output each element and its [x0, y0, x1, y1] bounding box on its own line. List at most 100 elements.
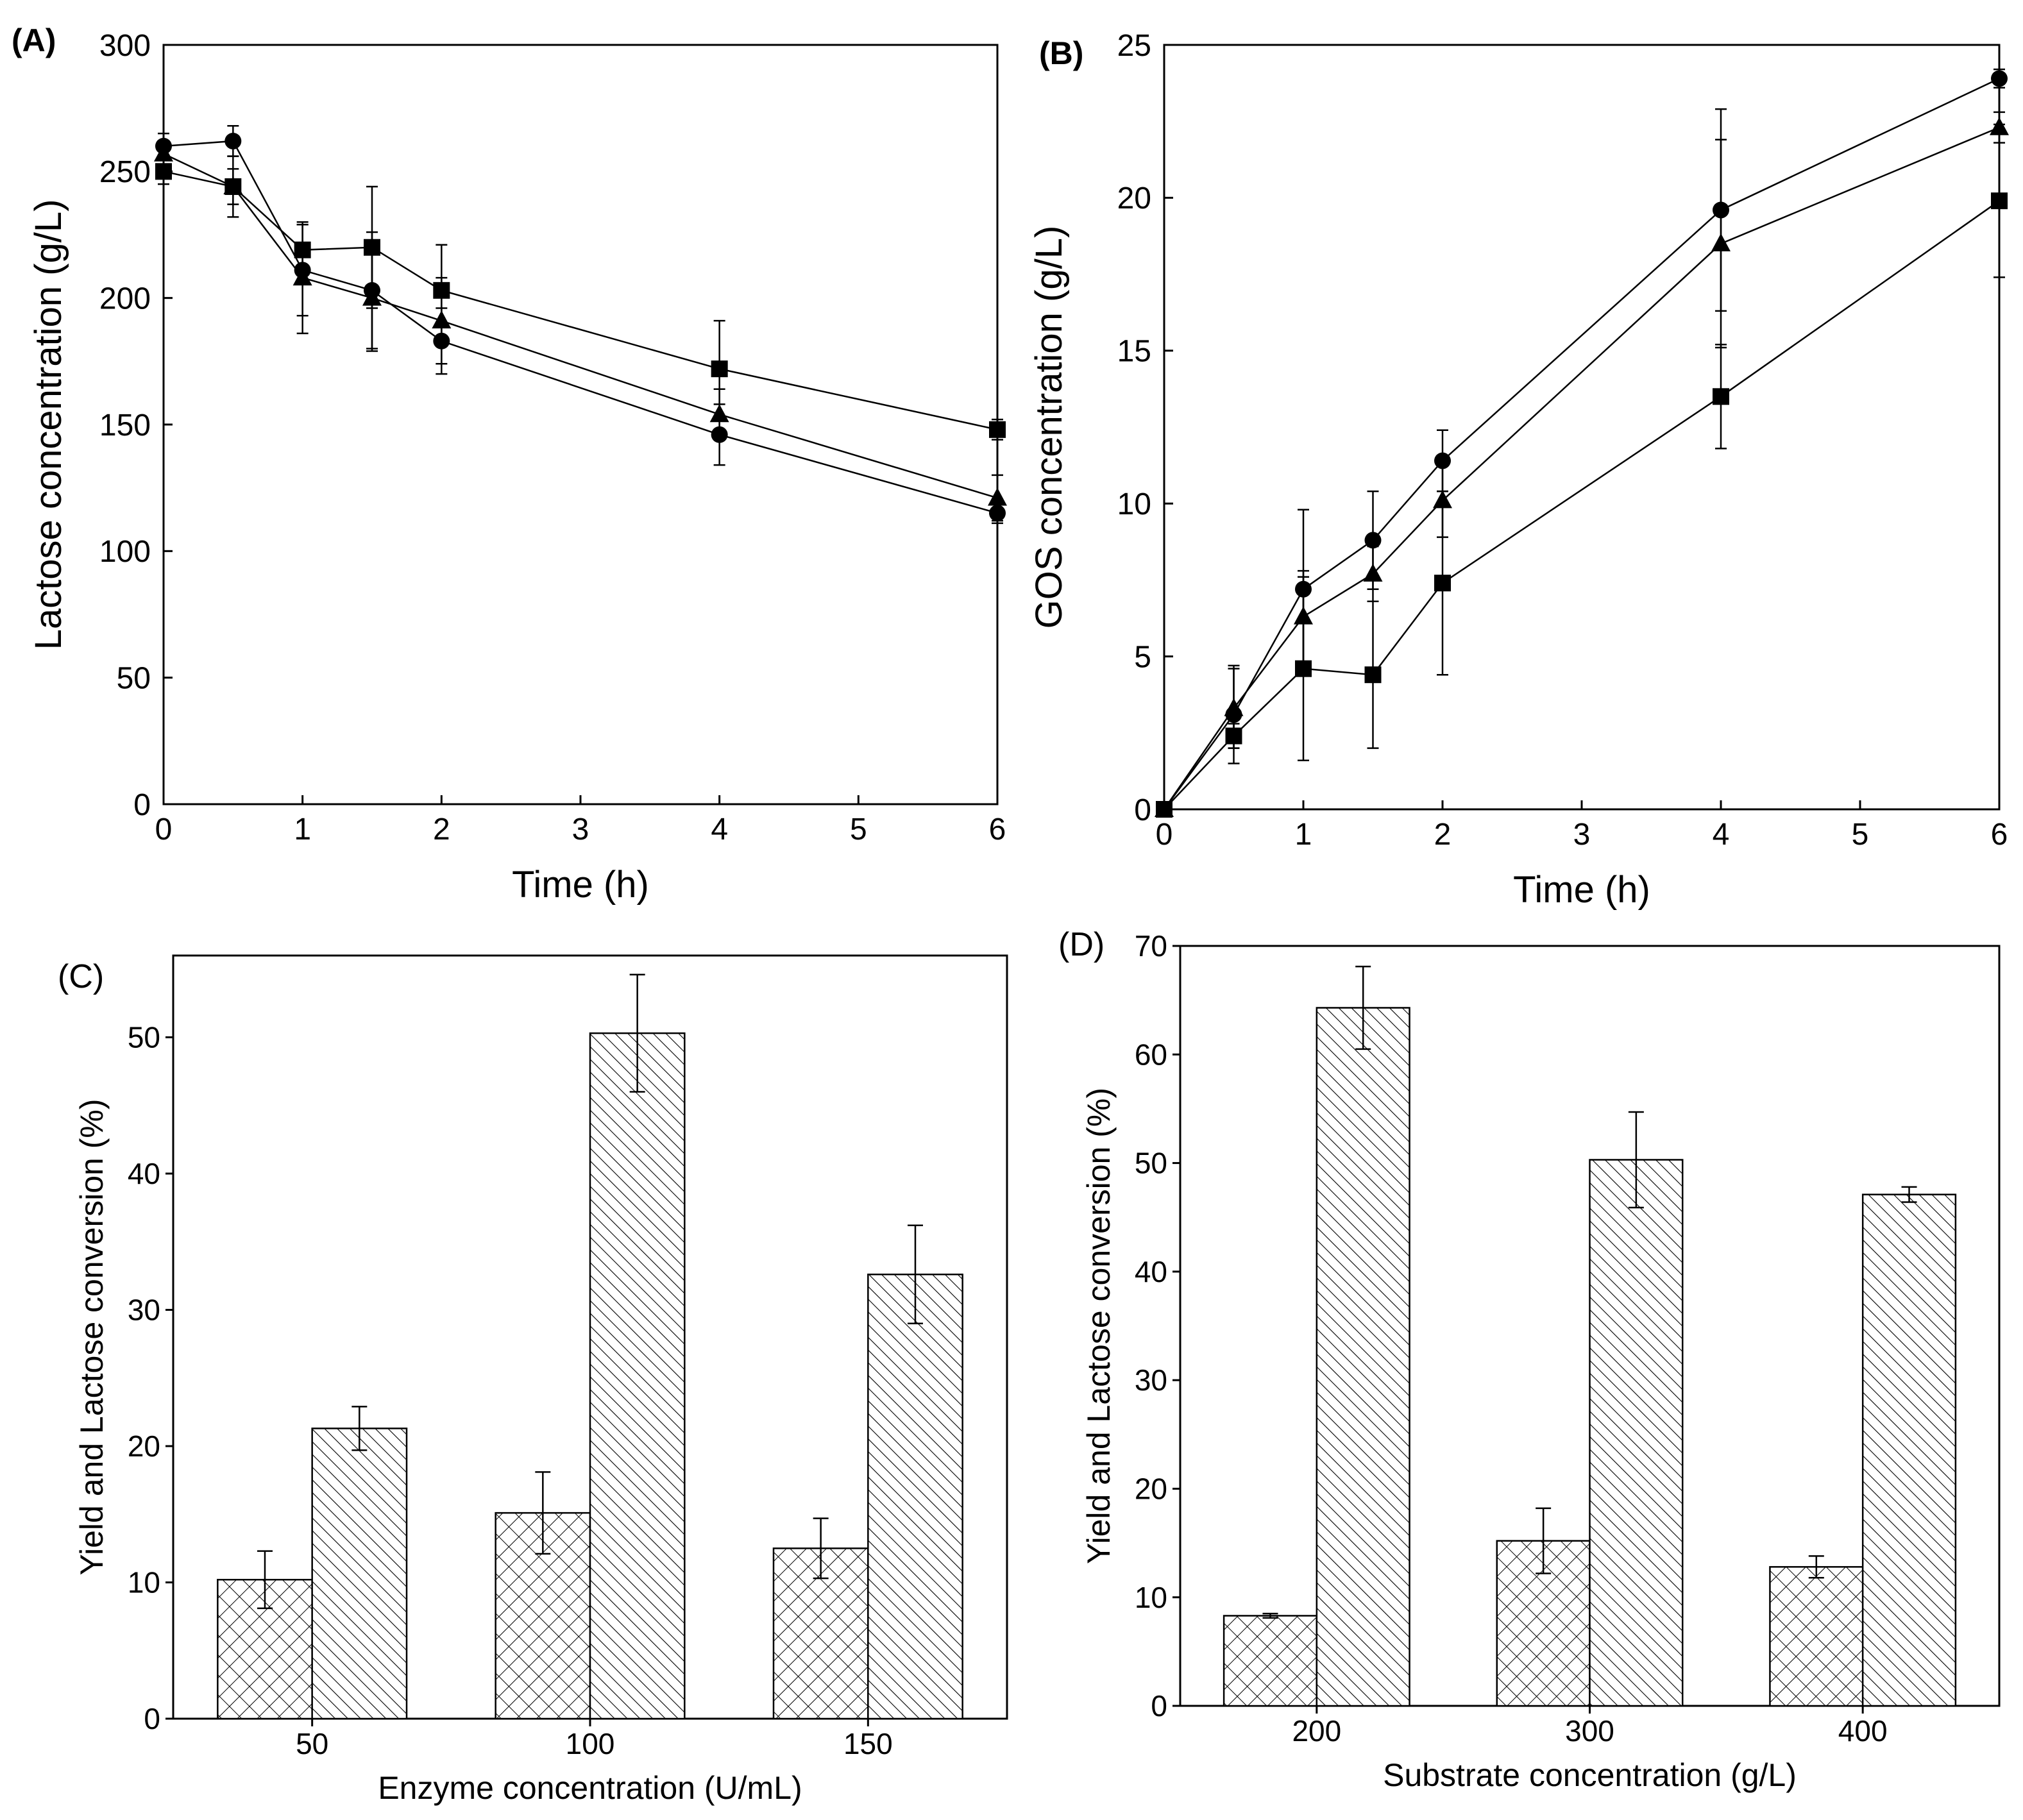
bar-diagonal — [1589, 1159, 1684, 1707]
y-tick-label: 30 — [128, 1293, 160, 1327]
data-point — [154, 143, 173, 162]
panel-label: (A) — [12, 22, 56, 58]
y-tick-label: 40 — [128, 1157, 160, 1190]
x-tick-label: 4 — [711, 813, 728, 847]
data-point — [1294, 606, 1313, 625]
x-tick-label: 5 — [850, 813, 867, 847]
x-tick-label: 5 — [1852, 818, 1869, 852]
data-point — [1364, 532, 1382, 549]
data-point — [1991, 192, 2008, 210]
series-triangle — [154, 140, 1007, 522]
y-axis-label: Lactose concentration (g/L) — [28, 199, 69, 650]
y-tick-label: 10 — [1135, 1581, 1167, 1614]
series-line — [163, 153, 998, 499]
data-point — [362, 287, 382, 306]
data-point — [1434, 575, 1451, 592]
y-tick-label: 300 — [99, 29, 151, 63]
y-tick-label: 30 — [1135, 1363, 1167, 1397]
series-line — [163, 171, 998, 431]
x-tick-label: 50 — [296, 1727, 328, 1760]
y-tick-label: 100 — [99, 535, 151, 569]
data-point — [988, 487, 1007, 506]
x-tick-label: 3 — [1573, 818, 1591, 852]
data-point — [1224, 698, 1244, 716]
data-point — [432, 310, 452, 329]
y-tick-label: 50 — [117, 661, 151, 695]
y-tick-label: 10 — [1117, 487, 1151, 521]
y-tick-label: 50 — [128, 1021, 160, 1054]
x-axis-label: Time (h) — [1513, 869, 1650, 911]
data-point — [1364, 666, 1382, 684]
y-tick-label: 0 — [133, 788, 151, 822]
bar-diagonal — [589, 1032, 686, 1720]
y-tick-label: 50 — [1135, 1147, 1167, 1180]
y-axis-label: Yield and Lactose conversion (%) — [1081, 1088, 1117, 1564]
y-tick-label: 10 — [128, 1566, 160, 1599]
series-circle — [1156, 68, 2008, 818]
series-line — [1163, 78, 2000, 810]
x-tick-label: 1 — [294, 813, 311, 847]
x-tick-label: 2 — [1434, 818, 1452, 852]
y-tick-label: 40 — [1135, 1255, 1167, 1288]
x-axis-label: Time (h) — [512, 864, 649, 906]
x-tick-label: 6 — [989, 813, 1006, 847]
y-tick-label: 250 — [99, 155, 151, 189]
data-point — [711, 360, 728, 378]
y-tick-label: 15 — [1117, 335, 1151, 369]
y-tick-label: 20 — [1135, 1472, 1167, 1506]
plot-frame — [162, 44, 999, 805]
y-tick-label: 20 — [1117, 181, 1151, 215]
y-axis-label: GOS concentration (g/L) — [1028, 226, 1070, 629]
series-line — [1163, 126, 2000, 810]
panel-label: (B) — [1039, 35, 1083, 71]
y-tick-label: 60 — [1135, 1038, 1167, 1071]
x-tick-label: 300 — [1565, 1714, 1614, 1748]
x-axis-label: Enzyme concentration (U/mL) — [378, 1770, 802, 1806]
data-point — [989, 421, 1006, 438]
y-tick-label: 5 — [1134, 640, 1151, 674]
y-tick-label: 200 — [99, 282, 151, 316]
x-tick-label: 1 — [1295, 818, 1312, 852]
series-circle — [155, 125, 1006, 525]
data-point — [223, 176, 243, 195]
x-tick-label: 100 — [566, 1727, 615, 1760]
y-tick-label: 0 — [1151, 1689, 1167, 1723]
data-point — [224, 132, 242, 149]
y-tick-label: 0 — [1134, 793, 1151, 827]
data-point — [709, 404, 729, 423]
x-tick-label: 0 — [1156, 818, 1173, 852]
x-tick-label: 400 — [1838, 1714, 1888, 1748]
x-tick-label: 6 — [1991, 818, 2008, 852]
bar-crosshatch — [1769, 1566, 1864, 1707]
data-point — [1434, 452, 1451, 469]
panel-label: (D) — [1058, 926, 1105, 963]
data-point — [1155, 799, 1174, 817]
chart-panel: (B) 0 5 10 15 20 25 GOS concentration (g/L) 0 1 2 3… — [1028, 29, 2009, 911]
x-tick-label: 0 — [155, 813, 173, 847]
x-tick-label: 150 — [843, 1727, 893, 1760]
series-square — [1156, 123, 2008, 818]
bar-diagonal — [1861, 1193, 1957, 1707]
series-line — [1164, 200, 2000, 810]
y-tick-label: 0 — [144, 1702, 160, 1735]
bar-diagonal — [311, 1428, 408, 1720]
chart-panel: (C) 0 10 20 30 40 50 Yield and Lactose conversi… — [58, 954, 1008, 1806]
x-tick-label: 2 — [433, 813, 450, 847]
x-tick-label: 3 — [572, 813, 589, 847]
panel-label: (C) — [58, 958, 104, 995]
bar-diagonal — [867, 1274, 963, 1720]
y-tick-label: 150 — [99, 409, 151, 442]
y-tick-label: 70 — [1135, 929, 1167, 963]
bar-diagonal — [1316, 1007, 1410, 1707]
y-tick-label: 25 — [1117, 29, 1151, 63]
series-triangle — [1155, 111, 2009, 817]
data-point — [1363, 563, 1383, 582]
y-tick-label: 20 — [128, 1429, 160, 1463]
data-point — [292, 267, 312, 286]
data-point — [1991, 70, 2008, 87]
series-square — [155, 155, 1006, 441]
plot-frame — [1163, 44, 2001, 811]
x-tick-label: 4 — [1713, 818, 1730, 852]
